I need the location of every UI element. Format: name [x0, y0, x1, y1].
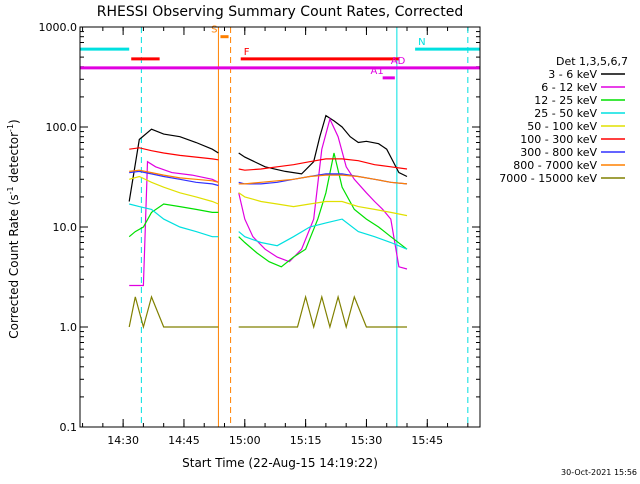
- legend-label: 300 - 800 keV: [520, 146, 597, 159]
- y-tick-label: 1000.0: [39, 21, 78, 34]
- legend-label: 50 - 100 keV: [527, 120, 597, 133]
- flag-label: N: [418, 37, 425, 48]
- x-tick-label: 15:00: [229, 434, 261, 447]
- series-line: [238, 158, 408, 171]
- series-line: [238, 152, 408, 268]
- y-tick-label: 10.0: [53, 221, 78, 234]
- legend-label: 25 - 50 keV: [534, 107, 597, 120]
- series-line: [128, 295, 219, 330]
- legend-label: 800 - 7000 keV: [513, 159, 597, 172]
- series-line: [238, 114, 408, 178]
- x-tick-label: 15:30: [351, 434, 383, 447]
- y-axis-label-sup1: -1: [6, 186, 15, 194]
- series-line: [238, 192, 408, 217]
- legend-label: 12 - 25 keV: [534, 94, 597, 107]
- chart-title: RHESSI Observing Summary Count Rates, Co…: [97, 4, 463, 20]
- y-axis-label-main: Corrected Count Rate (s: [7, 194, 21, 338]
- date-stamp: 30-Oct-2021 15:56: [561, 468, 637, 477]
- series-line: [128, 203, 219, 238]
- plot-frame: [79, 26, 481, 428]
- series-line: [129, 170, 219, 187]
- series-line: [129, 160, 219, 287]
- flag-label: A1: [371, 66, 384, 77]
- series-line: [129, 175, 219, 205]
- x-tick-label: 15:45: [411, 434, 443, 447]
- series-line: [128, 128, 219, 202]
- legend-title: Det 1,3,5,6,7: [556, 55, 628, 68]
- y-tick-label: 1.0: [60, 321, 78, 334]
- x-tick-label: 14:30: [107, 434, 139, 447]
- legend-label: 7000 - 15000 keV: [499, 172, 597, 185]
- legend-label: 3 - 6 keV: [548, 68, 597, 81]
- series-line: [238, 117, 408, 270]
- y-axis-label: Corrected Count Rate (s-1 detector-1): [6, 119, 21, 338]
- series-line: [129, 169, 219, 183]
- flag-label: F: [244, 47, 250, 58]
- series-line: [238, 294, 407, 330]
- y-axis-label-end: ): [7, 119, 21, 124]
- plot-layer: 0.1 1.0 10.0 100.0 1000.0 14:30 14:45 15:00 15:1…: [39, 21, 480, 447]
- y-axis-label-sup2: -1: [6, 124, 15, 132]
- legend-label: 100 - 300 keV: [520, 133, 597, 146]
- y-axis-label-mid: detector: [7, 132, 21, 187]
- legend-label: 6 - 12 keV: [541, 81, 597, 94]
- flag-label: AD: [391, 56, 406, 67]
- series-line: [238, 174, 408, 185]
- y-tick-label: 100.0: [46, 121, 78, 134]
- x-tick-label: 15:15: [290, 434, 322, 447]
- x-tick-label: 14:45: [168, 434, 200, 447]
- y-tick-label: 0.1: [60, 421, 78, 434]
- flag-label: S: [211, 25, 217, 36]
- series-line: [238, 218, 408, 250]
- x-axis-label: Start Time (22-Aug-15 14:19:22): [182, 456, 378, 470]
- series-line: [129, 147, 219, 161]
- series-line: [129, 203, 219, 238]
